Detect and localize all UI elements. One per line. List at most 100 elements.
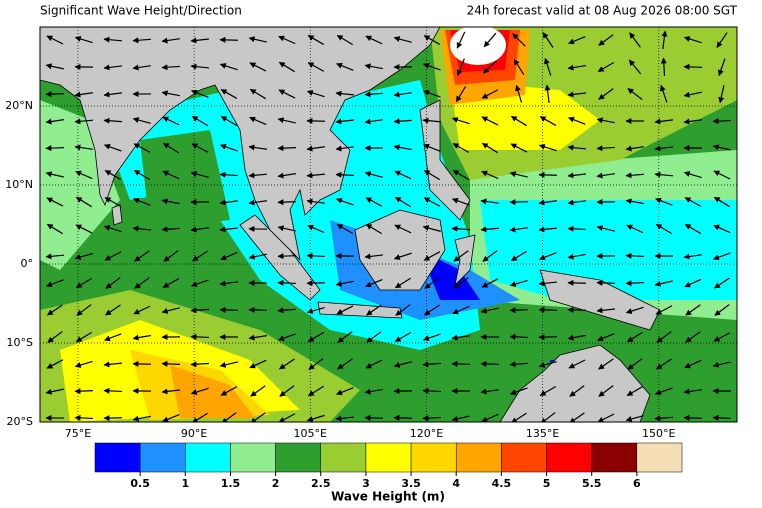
- wave-arrow: [509, 279, 528, 287]
- wave-arrow: [684, 197, 702, 207]
- wave-arrow: [567, 64, 586, 71]
- wave-arrow: [336, 62, 354, 71]
- colorbar-tick-label: 3.5: [401, 477, 421, 490]
- wave-arrow: [162, 278, 180, 288]
- wave-arrow: [456, 31, 466, 49]
- wave-arrow: [423, 35, 441, 45]
- wave-arrow: [422, 387, 442, 394]
- wave-arrow: [161, 307, 180, 314]
- wave-arrow: [393, 36, 412, 43]
- wave-arrow: [335, 171, 355, 178]
- lon-label: 75°E: [65, 427, 91, 440]
- land: [499, 344, 651, 422]
- wave-arrow: [132, 37, 152, 44]
- wave-arrow: [654, 145, 674, 152]
- wave-arrow: [481, 278, 499, 288]
- wave-arrow: [683, 253, 702, 260]
- wave-arrow: [422, 225, 441, 232]
- wave-arrow: [567, 253, 586, 260]
- title: Significant Wave Height/Direction: [40, 4, 242, 18]
- colorbar-swatch: [365, 442, 412, 473]
- wave-arrow: [190, 37, 210, 44]
- wave-arrow: [277, 145, 297, 152]
- wave-arrow: [161, 360, 181, 367]
- wave-arrow: [75, 224, 93, 234]
- wave-arrow: [717, 58, 726, 77]
- wave-arrow: [278, 35, 296, 45]
- wave-arrow: [482, 60, 497, 74]
- wave-arrow: [684, 359, 702, 369]
- wave-arrow: [515, 84, 523, 103]
- wave-arrow: [248, 144, 267, 151]
- wave-arrow: [132, 117, 151, 124]
- wave-arrow: [683, 91, 702, 98]
- wave-arrow: [513, 58, 525, 75]
- wave-arrow: [598, 358, 614, 370]
- wave-arrow: [335, 415, 355, 422]
- wave-arrow: [659, 84, 668, 103]
- lat-label: 20°S: [7, 415, 33, 428]
- wave-arrow: [335, 197, 354, 206]
- wave-arrow: [538, 306, 558, 313]
- wave-arrow: [248, 199, 267, 206]
- wave-arrow: [45, 91, 65, 98]
- wave-arrow: [451, 117, 470, 125]
- wave-arrow: [307, 34, 325, 46]
- wave-arrow: [190, 226, 209, 233]
- wave-arrow: [219, 199, 239, 206]
- wave-arrow: [510, 115, 527, 127]
- lat-label: 0°: [21, 257, 34, 270]
- wave-arrow: [394, 277, 411, 289]
- wave-arrow: [306, 307, 325, 314]
- wave-arrow: [74, 91, 93, 98]
- wave-arrow: [712, 252, 731, 261]
- wave-arrow: [596, 172, 615, 179]
- wave-arrow: [481, 89, 499, 99]
- wave-arrow: [567, 199, 587, 206]
- wave-arrow: [365, 35, 383, 45]
- wave-arrow: [569, 412, 585, 422]
- wave-arrow: [249, 359, 267, 369]
- wave-arrow: [452, 169, 470, 181]
- wave-arrow: [45, 145, 65, 152]
- wave-arrow: [656, 331, 672, 343]
- wave-arrow: [597, 413, 615, 422]
- lat-label: 20°N: [5, 99, 33, 112]
- land: [40, 27, 441, 262]
- land: [111, 204, 123, 226]
- colorbar-swatch: [230, 442, 276, 473]
- wave-arrow: [451, 334, 470, 341]
- wave-arrow: [133, 197, 151, 206]
- wave-arrow: [597, 333, 615, 342]
- wave-arrow: [625, 280, 645, 287]
- wave-arrow: [509, 333, 529, 340]
- wave-arrow: [569, 385, 585, 397]
- wave-zone: [140, 130, 230, 230]
- colorbar-swatch: [139, 442, 186, 473]
- wave-arrow: [712, 144, 731, 151]
- wave-arrow: [248, 306, 268, 313]
- wave-arrow: [538, 199, 557, 206]
- wave-arrow: [105, 277, 121, 289]
- colorbar-tick-label: 0.5: [130, 477, 150, 490]
- colorbar-swatch: [501, 442, 547, 473]
- storm-core: [450, 27, 506, 65]
- wave-arrow: [424, 277, 440, 289]
- wave-arrow: [74, 118, 94, 125]
- wave-arrow: [134, 277, 150, 289]
- wave-arrow: [629, 32, 641, 48]
- wave-arrow: [307, 385, 324, 397]
- wave-arrow: [654, 387, 673, 396]
- colorbar-tick-label: 1: [181, 477, 189, 490]
- wave-arrow: [365, 223, 383, 235]
- lon-label: 150°E: [642, 427, 675, 440]
- wave-arrow: [162, 414, 180, 422]
- wave-arrow: [132, 64, 151, 71]
- wave-arrow: [248, 253, 267, 260]
- wave-arrow: [74, 252, 93, 260]
- wave-arrow: [133, 169, 151, 181]
- land: [419, 99, 471, 221]
- wave-arrow: [103, 36, 123, 43]
- wave-arrow: [162, 170, 180, 180]
- wave-arrow: [597, 61, 615, 73]
